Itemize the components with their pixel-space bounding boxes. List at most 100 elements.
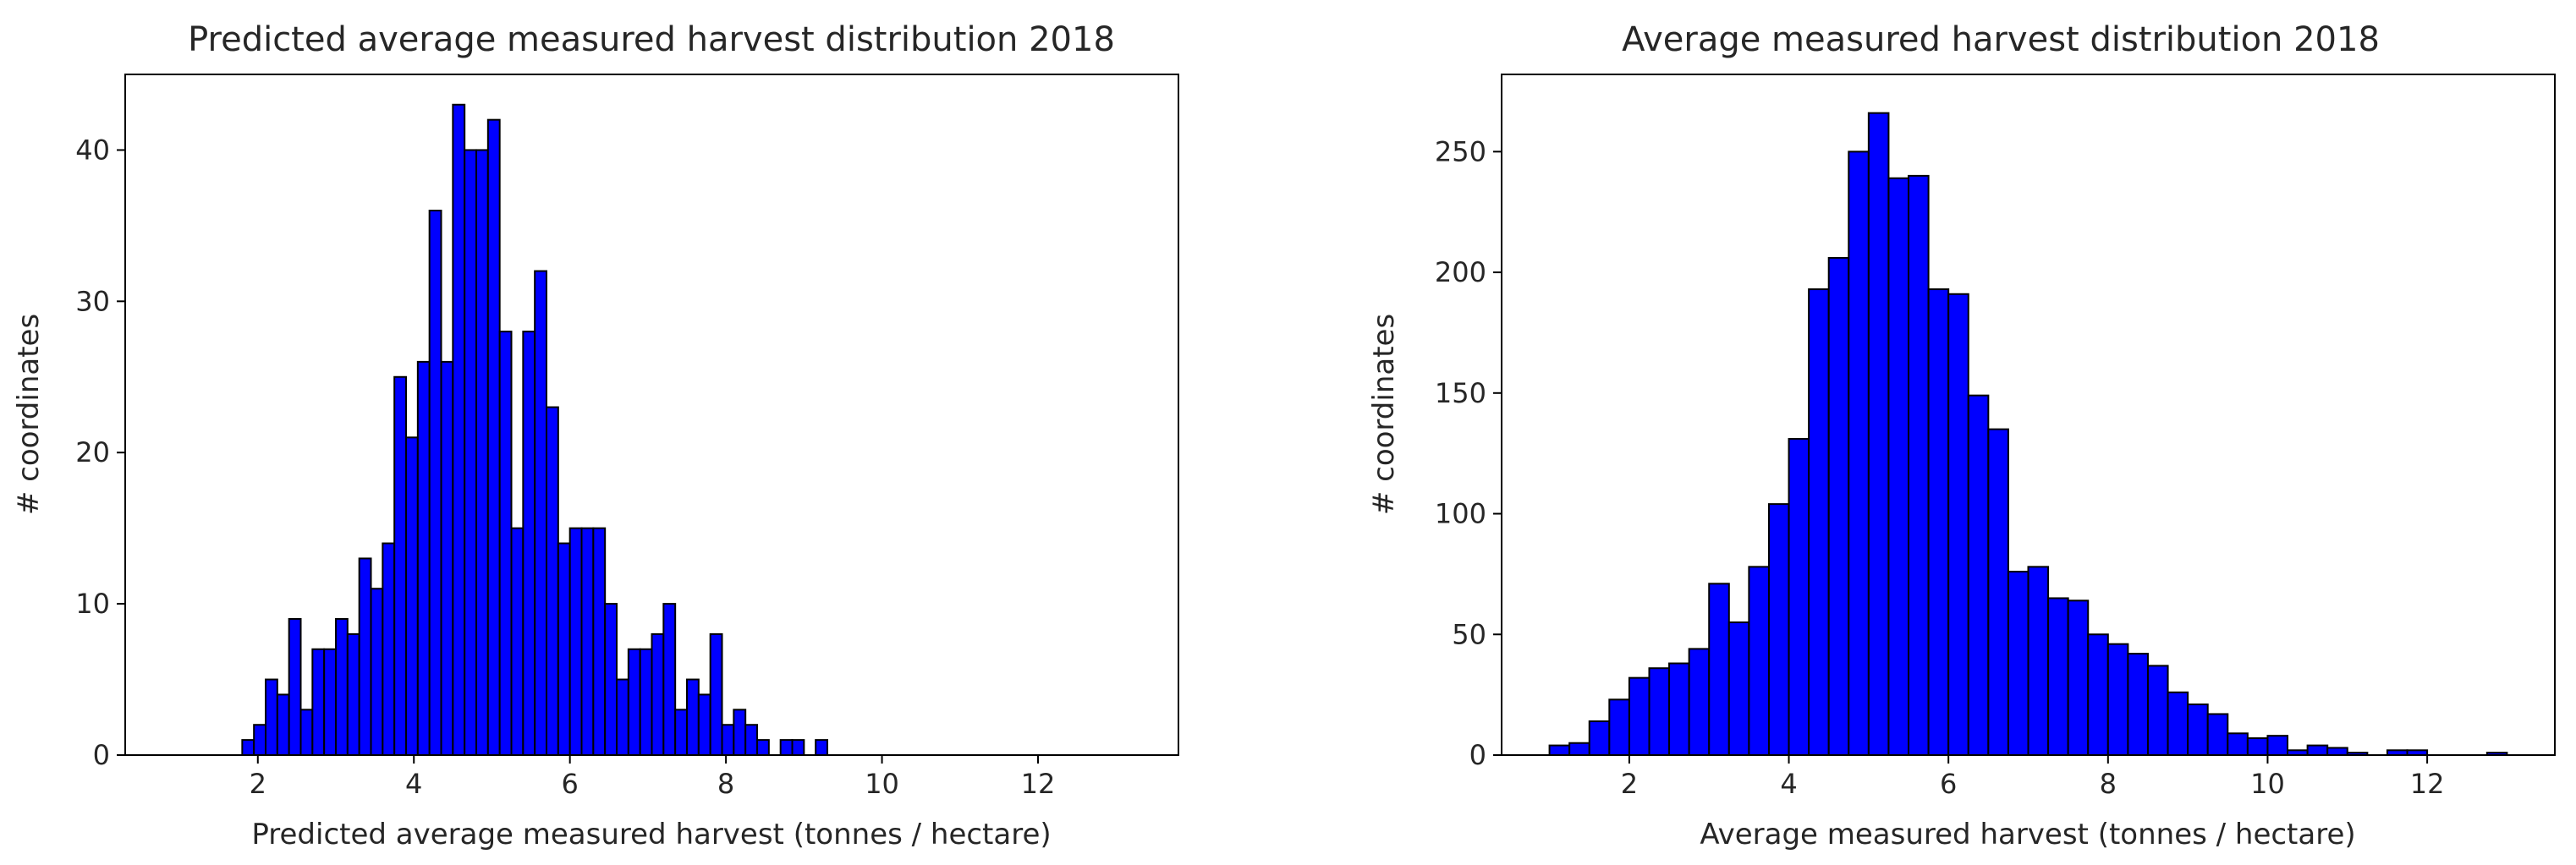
x-ticks: 2 4 6 8 10 12	[250, 755, 1055, 800]
histogram-bar	[464, 149, 478, 756]
histogram-bar	[674, 709, 689, 756]
histogram-bar	[311, 648, 326, 756]
x-tick-label: 8	[2100, 768, 2117, 800]
y-axis-label: # coordinates	[12, 314, 46, 515]
histogram-bar	[1887, 177, 1910, 756]
histogram-bar	[568, 527, 583, 757]
histogram-bar	[276, 693, 290, 757]
histogram-bar	[592, 527, 607, 757]
histogram-bar	[662, 603, 677, 756]
histogram-bar	[486, 118, 501, 756]
histogram-bar	[1947, 293, 1969, 756]
histogram-bar	[1708, 583, 1730, 756]
histogram-bar	[1848, 151, 1870, 756]
histogram-bar	[2167, 691, 2189, 757]
histogram-bar	[709, 632, 723, 757]
x-tick-label: 12	[2410, 768, 2445, 800]
histogram-bar	[721, 724, 735, 757]
histogram-bar	[2246, 737, 2269, 756]
histogram-bar	[651, 632, 665, 757]
histogram-bar	[2326, 747, 2348, 756]
histogram-bar	[1788, 438, 1810, 756]
histogram-bar	[604, 603, 618, 756]
y-tick-label: 200	[1435, 256, 1486, 288]
y-tick-label: 50	[1452, 618, 1486, 650]
y-tick-label: 0	[1469, 739, 1486, 771]
x-ticks: 2 4 6 8 10 12	[1621, 755, 2445, 800]
histogram-bar	[475, 149, 489, 756]
chart-measured-harvest: Average measured harvest distribution 20…	[1367, 20, 2556, 851]
histogram-bar	[358, 557, 372, 757]
histogram-bar	[557, 542, 571, 756]
x-tick-label: 10	[865, 768, 899, 800]
histogram-bar	[393, 375, 407, 756]
histogram-bar	[1748, 566, 1770, 757]
histogram-bar	[697, 693, 711, 757]
x-tick-label: 2	[1621, 768, 1638, 800]
histogram-bar	[1568, 742, 1590, 756]
x-tick-label: 6	[561, 768, 578, 800]
histogram-bar	[253, 724, 266, 757]
histogram-bar	[1628, 676, 1651, 756]
x-tick-label: 2	[250, 768, 266, 800]
histogram-bar	[2127, 653, 2149, 756]
histogram-bar	[779, 739, 794, 756]
histogram-bar	[546, 406, 559, 756]
histogram-bar	[335, 618, 349, 756]
histogram-bar	[1987, 428, 2009, 756]
bars-measured	[1548, 112, 2508, 757]
histogram-bar	[241, 739, 255, 756]
y-ticks: 0 10 20 30 40	[75, 134, 125, 771]
histogram-bar	[1727, 621, 1750, 756]
histogram-bar	[580, 527, 595, 757]
histogram-bar	[428, 210, 442, 756]
y-tick-label: 0	[93, 739, 110, 771]
histogram-bar	[510, 527, 525, 757]
histogram-bar	[791, 739, 805, 756]
histogram-bar	[1548, 744, 1571, 756]
histogram-bar	[2266, 735, 2289, 757]
histogram-bar	[405, 436, 419, 756]
y-tick-label: 40	[75, 134, 110, 166]
histogram-bar	[1648, 667, 1671, 757]
x-tick-label: 4	[1780, 768, 1797, 800]
histogram-bar	[1908, 174, 1930, 756]
histogram-bar	[265, 678, 278, 756]
y-tick-label: 100	[1435, 498, 1486, 530]
y-tick-label: 10	[75, 588, 110, 620]
histogram-bar	[2027, 566, 2050, 757]
histogram-bar	[2146, 665, 2169, 757]
histogram-bar	[2206, 713, 2229, 756]
histogram-bar	[1608, 698, 1630, 757]
histogram-bar	[346, 632, 360, 757]
y-tick-label: 30	[75, 285, 110, 317]
histogram-bar	[522, 331, 536, 756]
histogram-bar	[440, 360, 454, 756]
histogram-bar	[1967, 394, 1990, 756]
x-tick-label: 4	[405, 768, 422, 800]
histogram-bar	[2306, 744, 2329, 756]
y-tick-label: 250	[1435, 135, 1486, 167]
chart-title: Predicted average measured harvest distr…	[188, 20, 1115, 59]
histogram-bar	[498, 331, 513, 756]
histogram-bar	[1767, 503, 1790, 756]
histogram-bar	[288, 618, 302, 756]
axes-frame	[1501, 74, 2556, 756]
y-ticks: 0 50 100 150 200 250	[1435, 135, 1502, 771]
histogram-bar	[1808, 288, 1830, 756]
y-tick-label: 20	[75, 436, 110, 468]
x-axis-label: Predicted average measured harvest (tonn…	[251, 818, 1051, 851]
histogram-bar	[1668, 662, 1690, 757]
x-tick-label: 10	[2250, 768, 2285, 800]
histogram-bar	[616, 678, 629, 756]
x-axis-label: Average measured harvest (tonnes / hecta…	[1700, 818, 2355, 851]
histogram-bar	[2007, 571, 2029, 756]
histogram-bar	[756, 739, 770, 756]
chart-predicted-harvest: Predicted average measured harvest distr…	[12, 20, 1179, 851]
histogram-bar	[2227, 732, 2249, 757]
histogram-bar	[1588, 720, 1611, 756]
histogram-bar	[733, 709, 747, 756]
histogram-bar	[2187, 703, 2209, 756]
histogram-bar	[416, 360, 431, 756]
